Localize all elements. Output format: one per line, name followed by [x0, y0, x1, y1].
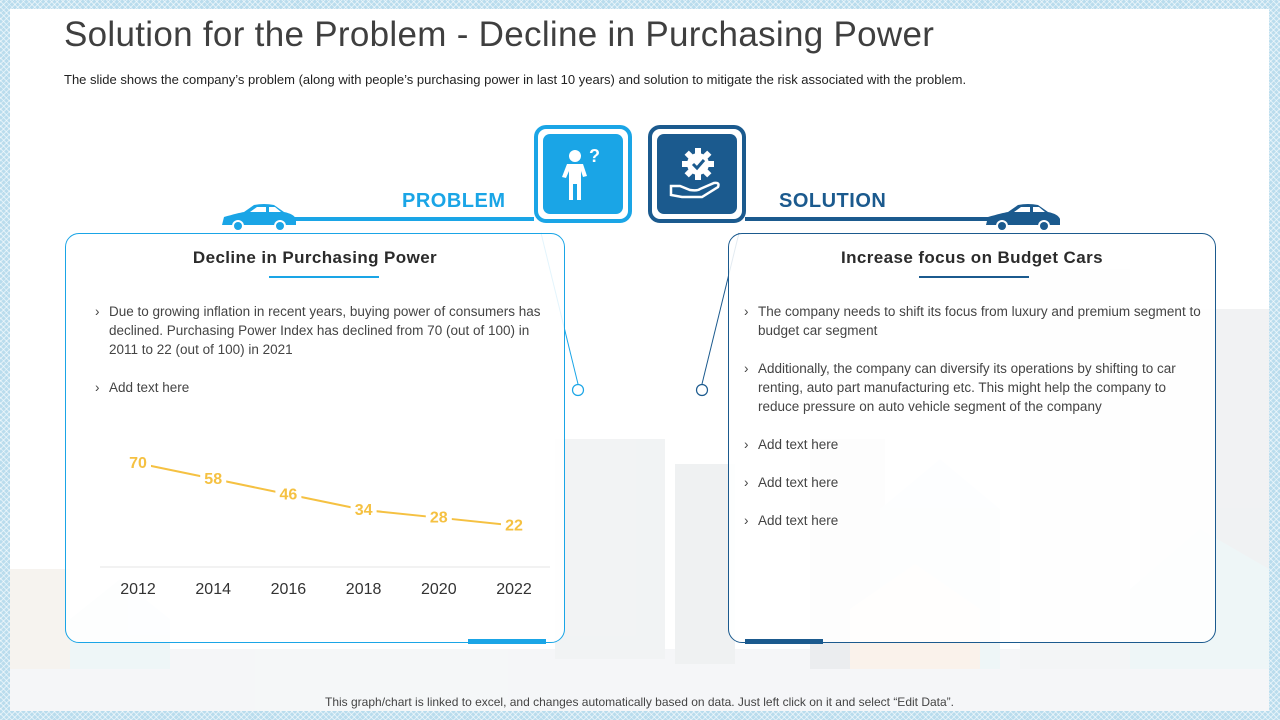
svg-text:?: ? — [589, 146, 600, 166]
data-label: 70 — [129, 455, 147, 472]
problem-panel-title: Decline in Purchasing Power — [192, 248, 438, 267]
data-label: 28 — [430, 510, 448, 527]
problem-panel: Decline in Purchasing Power Due to growi… — [65, 233, 565, 644]
problem-bottom-accent — [468, 639, 546, 644]
x-tick-label: 2012 — [120, 581, 156, 598]
x-tick-label: 2020 — [421, 581, 457, 598]
series-line — [137, 462, 515, 527]
list-item: Add text here — [744, 511, 1204, 530]
solution-bottom-accent — [745, 639, 823, 644]
car-icon — [222, 204, 296, 232]
data-label-background — [200, 468, 227, 487]
x-tick-label: 2018 — [346, 581, 382, 598]
list-item: Add text here — [744, 473, 1204, 492]
solution-label: SOLUTION — [779, 190, 887, 212]
list-item: Add text here — [95, 378, 545, 397]
data-label: 46 — [280, 486, 298, 503]
purchasing-power-line-chart[interactable]: 70 58 46 34 28 22 2012 2014 2016 2018 2020 2022 — [100, 429, 560, 609]
x-tick-label: 2016 — [271, 581, 307, 598]
car-icon — [986, 204, 1060, 232]
problem-bullet-list: Due to growing inflation in recent years… — [95, 302, 545, 416]
solution-panel-title: Increase focus on Budget Cars — [841, 248, 1103, 267]
solution-title-underline — [919, 276, 1029, 278]
x-tick-label: 2014 — [195, 581, 231, 598]
person-question-icon: ? — [562, 146, 600, 200]
data-label: 58 — [204, 471, 222, 488]
data-label-background — [501, 515, 527, 534]
page-subtitle: The slide shows the company’s problem (a… — [64, 72, 967, 87]
data-label-background — [425, 507, 452, 526]
list-item: Add text here — [744, 435, 1204, 454]
data-label-background — [275, 484, 302, 503]
problem-label: PROBLEM — [402, 190, 506, 212]
footnote: This graph/chart is linked to excel, and… — [325, 695, 954, 709]
slide: Solution for the Problem - Decline in Pu… — [10, 9, 1269, 711]
data-label-background — [125, 453, 151, 472]
list-item: Additionally, the company can diversify … — [744, 359, 1204, 416]
problem-icon-box: ? — [534, 125, 632, 223]
solution-panel: Increase focus on Budget Cars The compan… — [728, 233, 1216, 644]
list-item: The company needs to shift its focus fro… — [744, 302, 1204, 340]
solution-icon-box — [648, 125, 746, 223]
hand-gear-check-icon — [669, 148, 720, 199]
page-title: Solution for the Problem - Decline in Pu… — [64, 15, 935, 54]
x-tick-label: 2022 — [496, 581, 532, 598]
data-label-background — [350, 499, 377, 518]
solution-bullet-list: The company needs to shift its focus fro… — [744, 302, 1204, 549]
data-label: 22 — [505, 517, 523, 534]
data-label: 34 — [355, 502, 373, 519]
problem-title-underline — [269, 276, 379, 278]
list-item: Due to growing inflation in recent years… — [95, 302, 545, 359]
